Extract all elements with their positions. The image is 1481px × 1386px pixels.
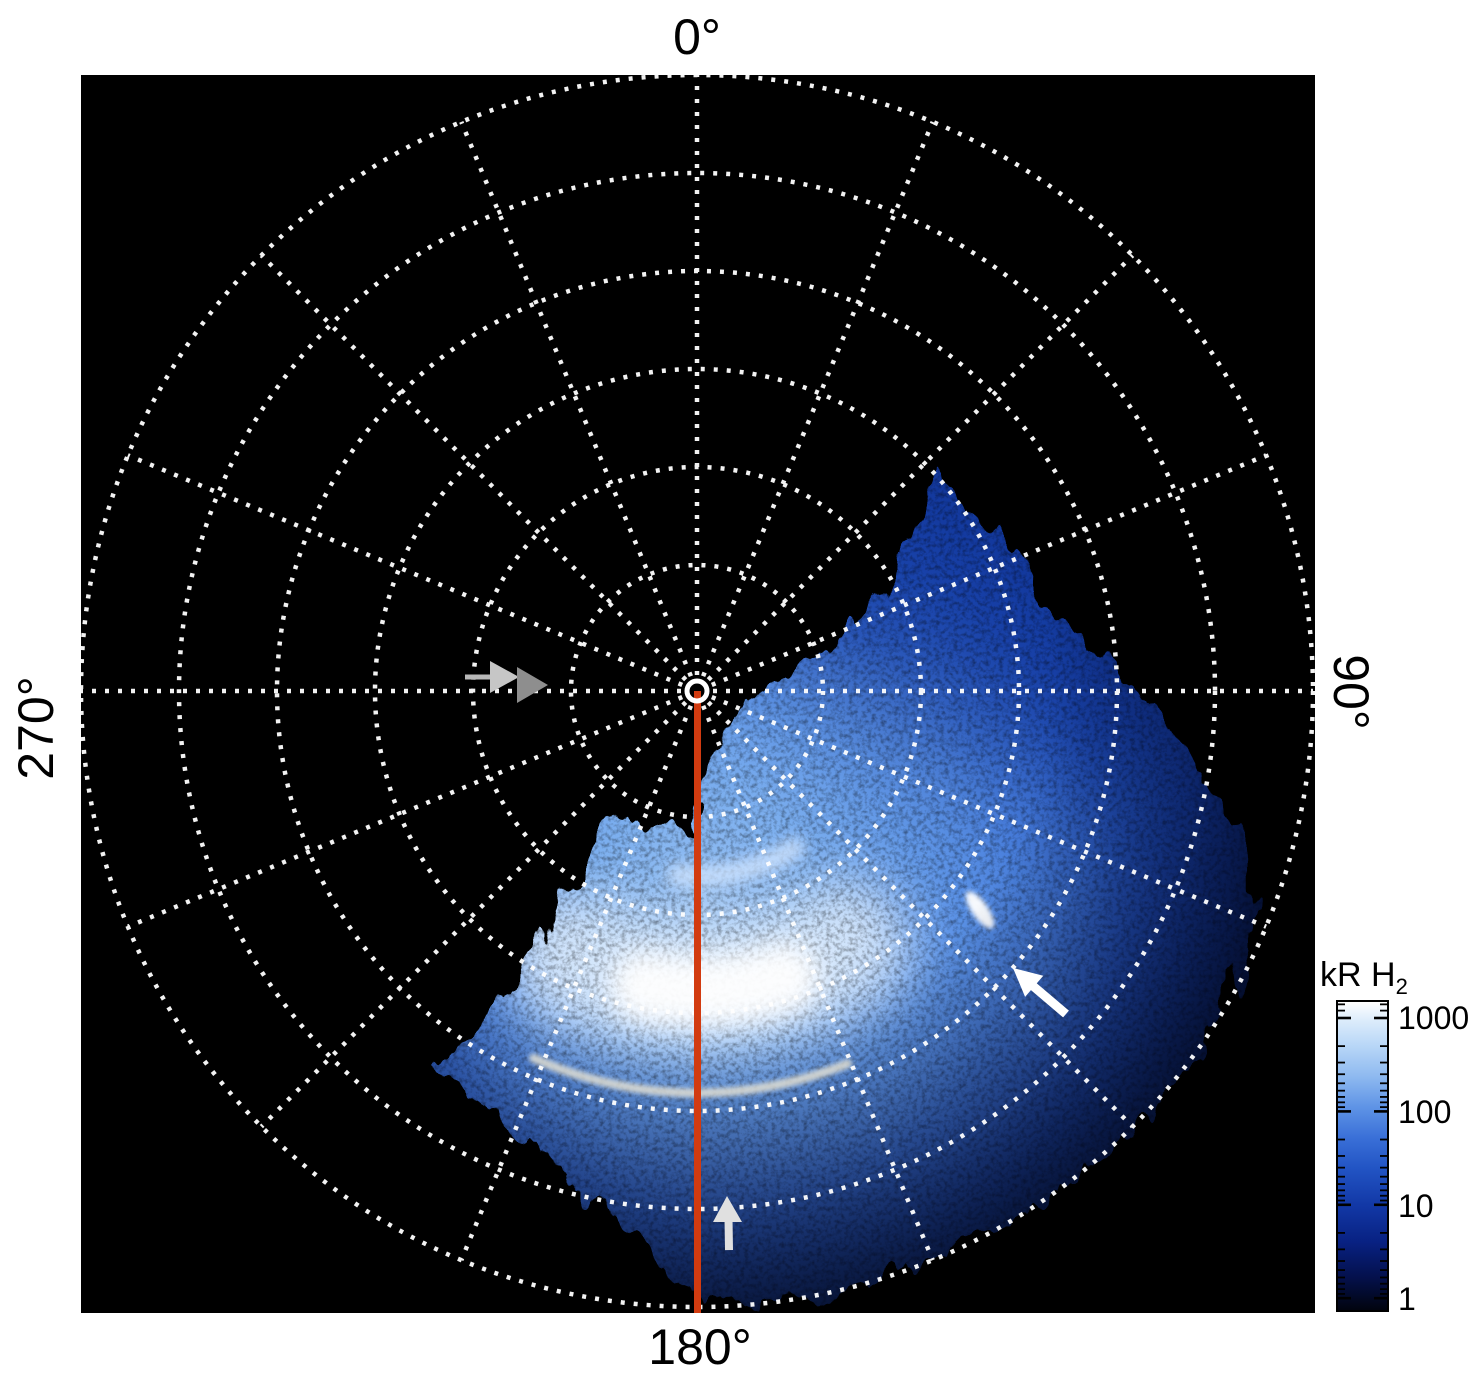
angle-label-180: 180° bbox=[648, 1319, 752, 1375]
colorbar-tick-label-1: 1 bbox=[1398, 1281, 1416, 1317]
colorbar-tick-label-100: 100 bbox=[1398, 1094, 1452, 1130]
colorbar-title-sub: 2 bbox=[1395, 973, 1408, 999]
white-arrow-south-tail bbox=[724, 1217, 733, 1251]
colorbar-title-main: kR H bbox=[1320, 956, 1396, 994]
polar-grid bbox=[78, 72, 1316, 1310]
polar-plot-canvas bbox=[78, 72, 1316, 1313]
colorbar-tick-label-10: 10 bbox=[1398, 1188, 1434, 1224]
gray-arrowhead-2-icon bbox=[517, 667, 548, 703]
white-arrow-south-head-icon bbox=[713, 1196, 742, 1222]
white-arrow-ne-head-icon bbox=[1013, 968, 1044, 997]
feature-arrow-south bbox=[713, 1196, 742, 1251]
colorbar bbox=[1336, 1000, 1389, 1312]
angle-label-90: 90° bbox=[1323, 654, 1379, 730]
colorbar-tick-marks bbox=[1338, 1003, 1387, 1300]
polar-plot bbox=[78, 72, 1316, 1313]
white-arrow-ne-tail bbox=[1030, 982, 1069, 1018]
colorbar-title: kR H2 bbox=[1320, 956, 1408, 1000]
grid-circle-3 bbox=[372, 366, 1022, 1016]
rotation-direction-arrows bbox=[465, 661, 548, 703]
angle-label-270: 270° bbox=[8, 676, 64, 780]
colorbar-tick-label-1000: 1000 bbox=[1398, 1000, 1470, 1036]
grid-circle-5 bbox=[176, 170, 1218, 1212]
angle-label-0: 0° bbox=[673, 9, 721, 65]
gray-arrowhead-icon bbox=[490, 661, 519, 693]
aurora-inner-notch bbox=[617, 695, 698, 833]
pole-marker bbox=[684, 678, 710, 704]
feature-arrow-ne bbox=[1013, 968, 1069, 1018]
